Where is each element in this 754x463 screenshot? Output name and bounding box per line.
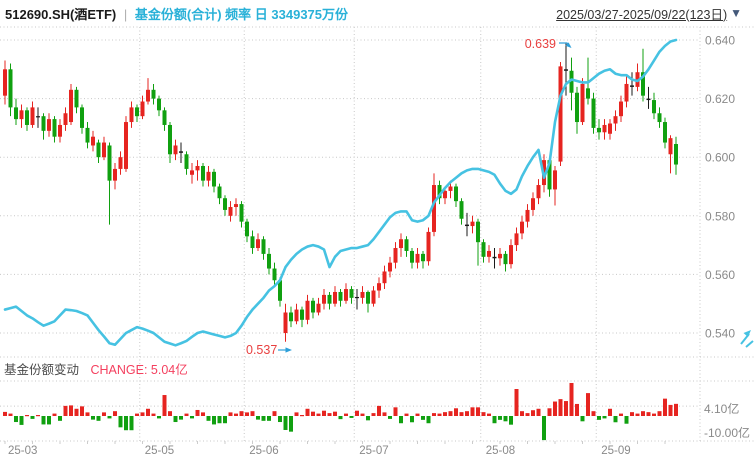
- expand-icon[interactable]: [738, 322, 754, 348]
- dropdown-arrow-icon[interactable]: ▼: [730, 6, 742, 20]
- svg-text:25-09: 25-09: [601, 445, 630, 457]
- svg-text:0.580: 0.580: [705, 209, 735, 223]
- svg-text:0.600: 0.600: [705, 151, 735, 165]
- svg-text:0.620: 0.620: [705, 92, 735, 106]
- subpanel-header: 基金份额变动 CHANGE: 5.04亿: [4, 359, 188, 378]
- date-range-group: 2025/03/27-2025/09/22(123日) ▼: [556, 4, 754, 23]
- symbol-label: 512690.SH(酒ETF): [5, 6, 117, 22]
- bar-axis-label-negative: -10.00亿: [704, 426, 751, 440]
- svg-text:0.639: 0.639: [525, 37, 556, 51]
- svg-text:25-08: 25-08: [486, 445, 515, 457]
- svg-text:0.540: 0.540: [705, 327, 735, 341]
- svg-text:25-06: 25-06: [249, 445, 278, 457]
- subpanel-title: 基金份额变动: [4, 363, 80, 377]
- bar-axis-label-positive: 4.10亿: [704, 402, 740, 416]
- svg-text:25-05: 25-05: [145, 445, 174, 457]
- chart-header: 512690.SH(酒ETF) | 基金份额(合计) 频率 日 3349375万…: [0, 0, 754, 26]
- svg-text:0.560: 0.560: [705, 268, 735, 282]
- change-value: CHANGE: 5.04亿: [90, 363, 188, 377]
- svg-text:25-03: 25-03: [8, 445, 37, 457]
- chart-title-group: 512690.SH(酒ETF) | 基金份额(合计) 频率 日 3349375万…: [0, 4, 348, 23]
- svg-text:0.640: 0.640: [705, 34, 735, 48]
- header-separator: |: [123, 6, 128, 22]
- svg-text:25-07: 25-07: [359, 445, 388, 457]
- svg-text:0.537: 0.537: [246, 343, 277, 357]
- date-range-selector[interactable]: 2025/03/27-2025/09/22(123日): [556, 7, 728, 22]
- series-label: 基金份额(合计) 频率 日 3349375万份: [134, 6, 349, 22]
